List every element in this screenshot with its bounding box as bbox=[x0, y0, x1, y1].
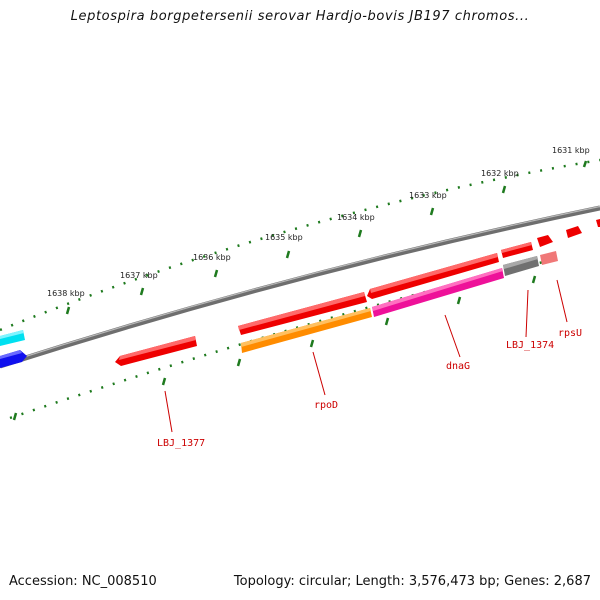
accession-text: Accession: NC_008510 bbox=[9, 574, 157, 589]
scale-label-1637: 1637 kbp bbox=[120, 271, 158, 280]
forward-genes bbox=[0, 219, 600, 346]
gene-labels: rpsU LBJ_1374 dnaG rpoD LBJ_1377 bbox=[157, 328, 582, 449]
gene-feature[interactable] bbox=[241, 308, 372, 353]
scale-label-1632: 1632 kbp bbox=[481, 169, 519, 178]
scale-label-1631: 1631 kbp bbox=[552, 146, 590, 155]
outer-major-ticks bbox=[65, 160, 588, 315]
gene-label-dnag[interactable]: dnaG bbox=[446, 361, 470, 372]
scale-label-1634: 1634 kbp bbox=[337, 213, 375, 222]
scale-label-1636: 1636 kbp bbox=[193, 253, 231, 262]
genome-summary-text: Topology: circular; Length: 3,576,473 bp… bbox=[233, 574, 591, 589]
gene-label-rpsu[interactable]: rpsU bbox=[558, 328, 582, 339]
gene-feature[interactable] bbox=[566, 226, 582, 238]
gene-feature[interactable] bbox=[0, 350, 27, 368]
gene-feature[interactable] bbox=[501, 242, 533, 258]
map-title: Leptospira borgpetersenii serovar Hardjo… bbox=[70, 9, 530, 24]
gene-feature[interactable] bbox=[503, 256, 539, 276]
gene-feature[interactable] bbox=[537, 235, 553, 247]
genome-backbone bbox=[0, 205, 600, 369]
gene-feature[interactable] bbox=[367, 253, 499, 299]
gene-label-rpod[interactable]: rpoD bbox=[314, 400, 338, 411]
scale-label-1638: 1638 kbp bbox=[47, 289, 85, 298]
gene-feature[interactable] bbox=[540, 251, 558, 265]
gene-label-lbj-1377[interactable]: LBJ_1377 bbox=[157, 438, 205, 449]
gene-feature[interactable] bbox=[596, 219, 600, 227]
gene-feature[interactable] bbox=[0, 330, 25, 346]
scale-label-1633: 1633 kbp bbox=[409, 191, 447, 200]
gene-feature[interactable] bbox=[238, 292, 367, 335]
gene-feature[interactable] bbox=[372, 268, 504, 317]
scale-label-1635: 1635 kbp bbox=[265, 233, 303, 242]
reverse-genes bbox=[0, 251, 558, 368]
inner-scale-ring bbox=[9, 256, 561, 420]
inner-major-ticks bbox=[12, 275, 537, 421]
gene-feature[interactable] bbox=[115, 336, 197, 366]
label-leaders bbox=[164, 279, 568, 433]
outer-scale-ring bbox=[0, 158, 600, 332]
scale-labels: 1631 kbp 1632 kbp 1633 kbp 1634 kbp 1635… bbox=[47, 146, 590, 298]
gene-label-lbj-1374[interactable]: LBJ_1374 bbox=[506, 340, 554, 351]
